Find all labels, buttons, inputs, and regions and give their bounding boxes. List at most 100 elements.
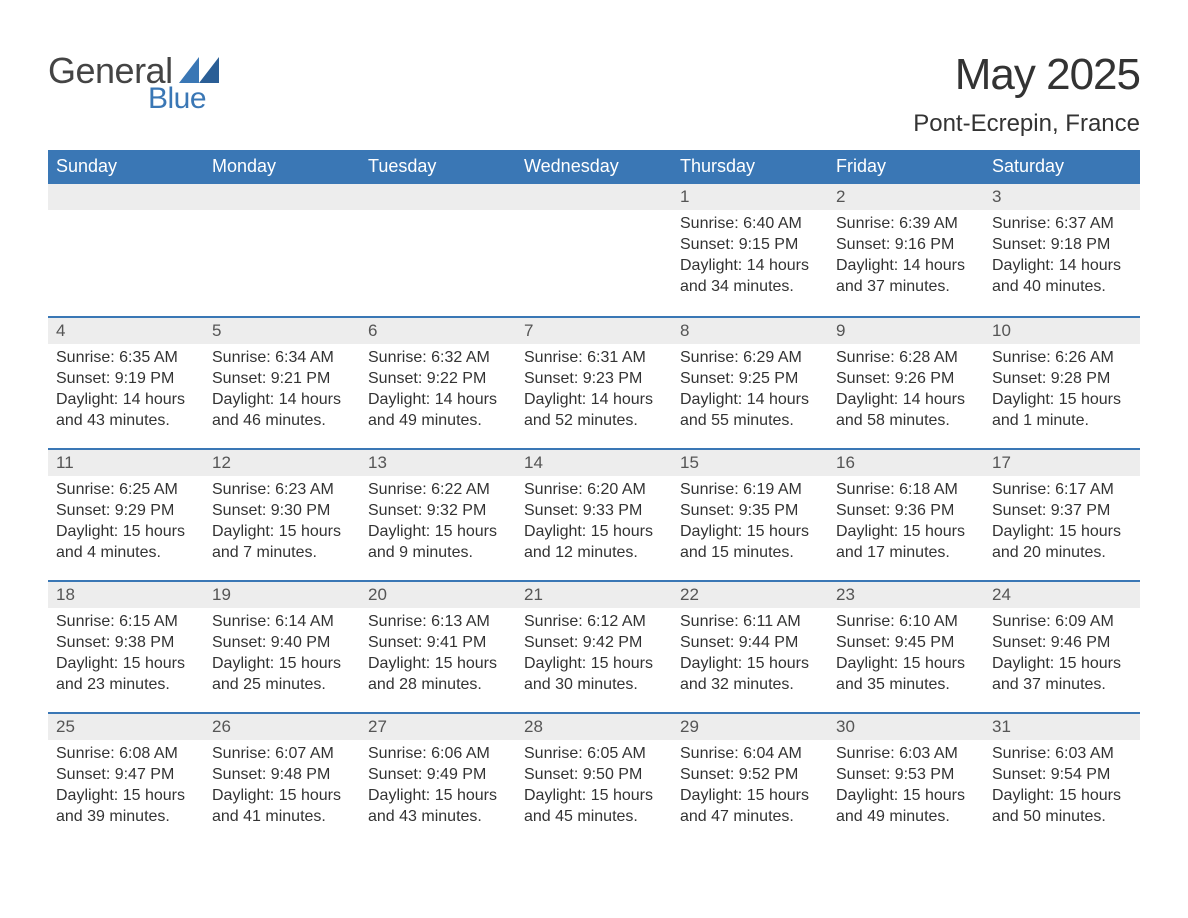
day-number: 10 xyxy=(984,318,1140,344)
day-number: 27 xyxy=(360,714,516,740)
month-title: May 2025 xyxy=(913,50,1140,100)
sunset-line: Sunset: 9:47 PM xyxy=(56,764,196,785)
day-number: 31 xyxy=(984,714,1140,740)
sunset-line: Sunset: 9:19 PM xyxy=(56,368,196,389)
day-number: 16 xyxy=(828,450,984,476)
sunset-line: Sunset: 9:53 PM xyxy=(836,764,976,785)
calendar-day: 24Sunrise: 6:09 AMSunset: 9:46 PMDayligh… xyxy=(984,582,1140,712)
calendar-day: 7Sunrise: 6:31 AMSunset: 9:23 PMDaylight… xyxy=(516,318,672,448)
calendar-day: 12Sunrise: 6:23 AMSunset: 9:30 PMDayligh… xyxy=(204,450,360,580)
sunset-line: Sunset: 9:41 PM xyxy=(368,632,508,653)
calendar-day: 9Sunrise: 6:28 AMSunset: 9:26 PMDaylight… xyxy=(828,318,984,448)
day-number: 25 xyxy=(48,714,204,740)
daylight-line1: Daylight: 15 hours xyxy=(56,521,196,542)
daylight-line1: Daylight: 15 hours xyxy=(212,785,352,806)
calendar-day xyxy=(516,184,672,316)
sunset-line: Sunset: 9:29 PM xyxy=(56,500,196,521)
weekday-header: Wednesday xyxy=(516,150,672,184)
calendar-day: 20Sunrise: 6:13 AMSunset: 9:41 PMDayligh… xyxy=(360,582,516,712)
calendar-week: 11Sunrise: 6:25 AMSunset: 9:29 PMDayligh… xyxy=(48,448,1140,580)
sunset-line: Sunset: 9:52 PM xyxy=(680,764,820,785)
calendar-page: General Blue May 2025 Pont-Ecrepin, Fran… xyxy=(0,0,1188,884)
daylight-line2: and 50 minutes. xyxy=(992,806,1132,827)
daylight-line2: and 9 minutes. xyxy=(368,542,508,563)
day-details: Sunrise: 6:15 AMSunset: 9:38 PMDaylight:… xyxy=(48,608,204,709)
day-details: Sunrise: 6:09 AMSunset: 9:46 PMDaylight:… xyxy=(984,608,1140,709)
sunset-line: Sunset: 9:23 PM xyxy=(524,368,664,389)
day-number: 6 xyxy=(360,318,516,344)
day-details: Sunrise: 6:23 AMSunset: 9:30 PMDaylight:… xyxy=(204,476,360,577)
sunrise-line: Sunrise: 6:40 AM xyxy=(680,213,820,234)
sunrise-line: Sunrise: 6:12 AM xyxy=(524,611,664,632)
daylight-line2: and 4 minutes. xyxy=(56,542,196,563)
weekday-header: Friday xyxy=(828,150,984,184)
day-details: Sunrise: 6:04 AMSunset: 9:52 PMDaylight:… xyxy=(672,740,828,841)
day-details: Sunrise: 6:25 AMSunset: 9:29 PMDaylight:… xyxy=(48,476,204,577)
logo-text-blue: Blue xyxy=(148,82,206,116)
calendar-day: 2Sunrise: 6:39 AMSunset: 9:16 PMDaylight… xyxy=(828,184,984,316)
calendar-day: 27Sunrise: 6:06 AMSunset: 9:49 PMDayligh… xyxy=(360,714,516,844)
sunrise-line: Sunrise: 6:25 AM xyxy=(56,479,196,500)
daylight-line2: and 17 minutes. xyxy=(836,542,976,563)
calendar-day: 16Sunrise: 6:18 AMSunset: 9:36 PMDayligh… xyxy=(828,450,984,580)
daylight-line1: Daylight: 14 hours xyxy=(524,389,664,410)
sunset-line: Sunset: 9:22 PM xyxy=(368,368,508,389)
day-details: Sunrise: 6:05 AMSunset: 9:50 PMDaylight:… xyxy=(516,740,672,841)
day-number: 28 xyxy=(516,714,672,740)
day-number: 22 xyxy=(672,582,828,608)
day-details: Sunrise: 6:12 AMSunset: 9:42 PMDaylight:… xyxy=(516,608,672,709)
daylight-line2: and 49 minutes. xyxy=(836,806,976,827)
calendar-week: 18Sunrise: 6:15 AMSunset: 9:38 PMDayligh… xyxy=(48,580,1140,712)
calendar-day: 15Sunrise: 6:19 AMSunset: 9:35 PMDayligh… xyxy=(672,450,828,580)
sunrise-line: Sunrise: 6:05 AM xyxy=(524,743,664,764)
calendar-day: 31Sunrise: 6:03 AMSunset: 9:54 PMDayligh… xyxy=(984,714,1140,844)
sunrise-line: Sunrise: 6:09 AM xyxy=(992,611,1132,632)
sunrise-line: Sunrise: 6:03 AM xyxy=(836,743,976,764)
sunset-line: Sunset: 9:21 PM xyxy=(212,368,352,389)
day-details: Sunrise: 6:06 AMSunset: 9:49 PMDaylight:… xyxy=(360,740,516,841)
daylight-line2: and 15 minutes. xyxy=(680,542,820,563)
daylight-line2: and 49 minutes. xyxy=(368,410,508,431)
daylight-line1: Daylight: 14 hours xyxy=(56,389,196,410)
sunrise-line: Sunrise: 6:23 AM xyxy=(212,479,352,500)
calendar-day: 28Sunrise: 6:05 AMSunset: 9:50 PMDayligh… xyxy=(516,714,672,844)
title-block: May 2025 Pont-Ecrepin, France xyxy=(913,50,1140,138)
day-number: 12 xyxy=(204,450,360,476)
day-number: 17 xyxy=(984,450,1140,476)
calendar-day: 10Sunrise: 6:26 AMSunset: 9:28 PMDayligh… xyxy=(984,318,1140,448)
location-label: Pont-Ecrepin, France xyxy=(913,110,1140,138)
daylight-line1: Daylight: 14 hours xyxy=(836,389,976,410)
sunrise-line: Sunrise: 6:14 AM xyxy=(212,611,352,632)
daylight-line1: Daylight: 15 hours xyxy=(212,521,352,542)
daylight-line2: and 55 minutes. xyxy=(680,410,820,431)
sunrise-line: Sunrise: 6:17 AM xyxy=(992,479,1132,500)
sunrise-line: Sunrise: 6:32 AM xyxy=(368,347,508,368)
sunrise-line: Sunrise: 6:31 AM xyxy=(524,347,664,368)
sunset-line: Sunset: 9:50 PM xyxy=(524,764,664,785)
day-details xyxy=(516,210,672,227)
sunset-line: Sunset: 9:54 PM xyxy=(992,764,1132,785)
calendar-day: 6Sunrise: 6:32 AMSunset: 9:22 PMDaylight… xyxy=(360,318,516,448)
day-details xyxy=(204,210,360,227)
weekday-header: Monday xyxy=(204,150,360,184)
day-details xyxy=(48,210,204,227)
calendar-day: 29Sunrise: 6:04 AMSunset: 9:52 PMDayligh… xyxy=(672,714,828,844)
day-details: Sunrise: 6:03 AMSunset: 9:54 PMDaylight:… xyxy=(984,740,1140,841)
day-details: Sunrise: 6:03 AMSunset: 9:53 PMDaylight:… xyxy=(828,740,984,841)
daylight-line2: and 43 minutes. xyxy=(56,410,196,431)
brand-logo: General Blue xyxy=(48,50,219,116)
day-number: 11 xyxy=(48,450,204,476)
daylight-line2: and 23 minutes. xyxy=(56,674,196,695)
sunrise-line: Sunrise: 6:04 AM xyxy=(680,743,820,764)
sunset-line: Sunset: 9:40 PM xyxy=(212,632,352,653)
sunset-line: Sunset: 9:25 PM xyxy=(680,368,820,389)
daylight-line2: and 47 minutes. xyxy=(680,806,820,827)
daylight-line1: Daylight: 15 hours xyxy=(524,653,664,674)
sunrise-line: Sunrise: 6:28 AM xyxy=(836,347,976,368)
daylight-line2: and 45 minutes. xyxy=(524,806,664,827)
sunrise-line: Sunrise: 6:15 AM xyxy=(56,611,196,632)
sunset-line: Sunset: 9:18 PM xyxy=(992,234,1132,255)
day-details: Sunrise: 6:20 AMSunset: 9:33 PMDaylight:… xyxy=(516,476,672,577)
calendar-day: 5Sunrise: 6:34 AMSunset: 9:21 PMDaylight… xyxy=(204,318,360,448)
daylight-line1: Daylight: 15 hours xyxy=(836,653,976,674)
